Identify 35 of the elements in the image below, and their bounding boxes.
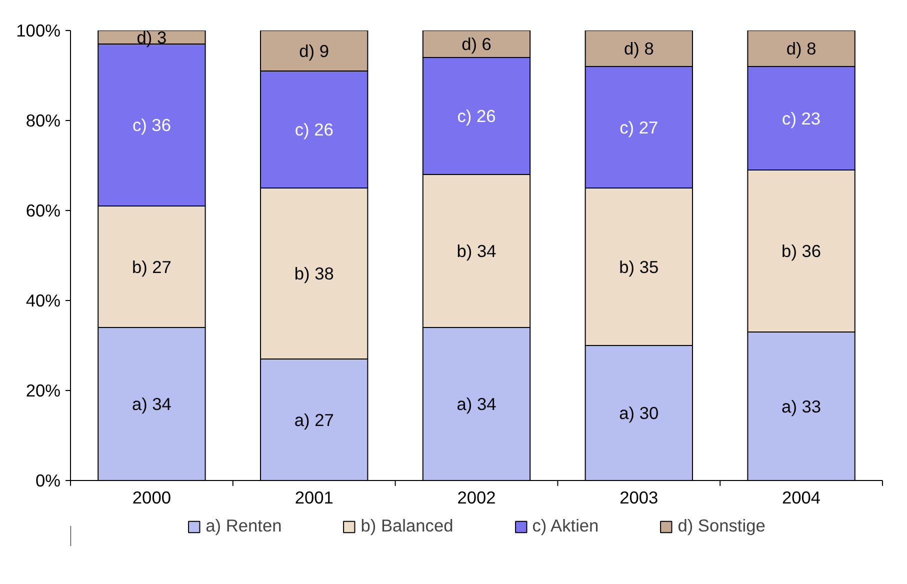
data-label: d) 8 <box>786 38 816 58</box>
x-tick-label: 2000 <box>132 488 171 508</box>
data-label: d) 3 <box>136 27 167 48</box>
legend-label: d) Sonstige <box>678 516 766 536</box>
data-label: a) 34 <box>132 394 172 414</box>
x-tick-label: 2002 <box>457 488 496 508</box>
data-label: a) 33 <box>782 396 822 416</box>
data-label: c) 36 <box>132 115 171 135</box>
data-label: b) 35 <box>619 256 659 277</box>
y-tick-label: 20% <box>26 380 61 400</box>
x-tick-label: 2003 <box>620 488 658 508</box>
data-label: d) 9 <box>299 40 330 61</box>
y-tick-label: 100% <box>16 20 61 40</box>
data-label: a) 34 <box>456 394 497 414</box>
legend-label: c) Aktien <box>532 516 599 536</box>
y-tick-label: 80% <box>26 110 61 130</box>
data-label: a) 30 <box>619 403 659 423</box>
y-tick-label: 40% <box>26 290 61 310</box>
x-tick-label: 2001 <box>294 488 334 508</box>
legend-label: b) Balanced <box>360 516 454 536</box>
legend-label: a) Renten <box>206 516 282 536</box>
data-label: c) 27 <box>620 117 658 138</box>
data-label: d) 6 <box>462 34 492 54</box>
data-label: c) 26 <box>457 106 496 126</box>
data-label: b) 36 <box>782 241 822 261</box>
x-tick-label: 2004 <box>782 488 821 508</box>
y-tick-label: 0% <box>35 470 60 490</box>
data-label: c) 23 <box>782 108 821 128</box>
data-label: b) 34 <box>456 241 497 261</box>
data-label: b) 27 <box>132 256 172 277</box>
data-label: a) 27 <box>294 410 334 430</box>
y-tick-label: 60% <box>26 200 61 220</box>
data-label: b) 38 <box>294 264 334 284</box>
data-label: d) 8 <box>624 38 654 58</box>
data-label: c) 26 <box>294 120 334 140</box>
